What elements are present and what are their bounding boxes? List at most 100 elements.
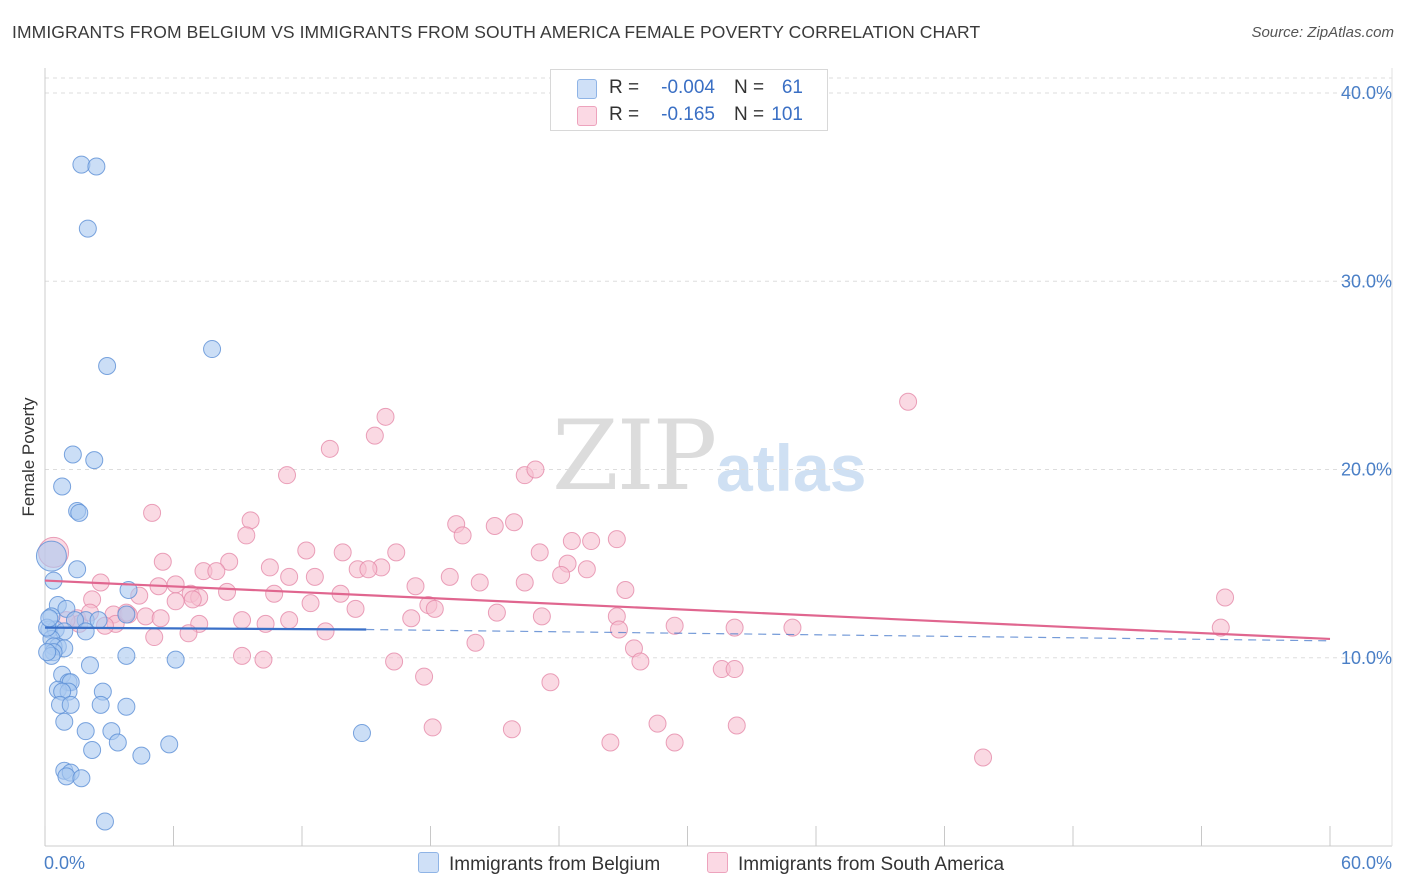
south-america-point — [406, 577, 425, 596]
south-america-point — [278, 466, 297, 485]
bottom-legend-belgium: Immigrants from Belgium — [418, 852, 660, 876]
source-credit: Source: ZipAtlas.com — [1251, 24, 1394, 41]
y-axis-label: Female Poverty — [19, 397, 38, 517]
south-america-point — [530, 543, 549, 562]
legend-swatch-belgium — [577, 79, 597, 99]
chart-title: IMMIGRANTS FROM BELGIUM VS IMMIGRANTS FR… — [12, 22, 981, 42]
south-america-point — [179, 624, 198, 643]
south-america-point — [260, 558, 279, 577]
belgium-point — [80, 656, 99, 675]
belgium-point — [352, 724, 371, 743]
legend-n-label: N = — [734, 104, 765, 125]
south-america-point — [453, 526, 472, 545]
south-america-point — [631, 652, 650, 671]
south-america-point — [183, 590, 202, 609]
belgium-point — [53, 477, 72, 496]
south-america-point — [505, 513, 524, 532]
south-america-point — [233, 611, 252, 630]
south-america-point — [415, 667, 434, 686]
south-america-point — [145, 628, 164, 647]
belgium-point — [78, 219, 97, 238]
legend-row-south-america: R = -0.165 N = 101 — [551, 102, 827, 128]
south-america-point — [305, 567, 324, 586]
south-america-point — [316, 622, 335, 641]
south-america-point — [166, 592, 185, 611]
south-america-point — [207, 562, 226, 581]
watermark-atlas: atlas — [716, 431, 867, 505]
bottom-legend-south-america: Immigrants from South America — [707, 852, 1004, 876]
belgium-point — [91, 695, 110, 714]
south-america-point — [562, 532, 581, 551]
south-america-point — [607, 530, 626, 549]
south-america-point — [218, 582, 237, 601]
south-america-point — [301, 594, 320, 613]
south-america-point — [220, 552, 239, 571]
south-america-point — [136, 607, 155, 626]
legend-swatch-south-america — [577, 106, 597, 126]
belgium-point — [61, 695, 80, 714]
belgium-point — [72, 155, 91, 174]
belgium-point — [98, 357, 117, 375]
belgium-point — [76, 722, 95, 741]
south-america-point — [425, 599, 444, 618]
south-america-point — [440, 567, 459, 586]
belgium-point — [108, 733, 127, 752]
y-tick-label: 40.0% — [1341, 83, 1392, 103]
south-america-point — [974, 748, 993, 767]
south-america-point — [423, 718, 442, 737]
legend-n-value-south-america: 101 — [771, 104, 803, 125]
south-america-point — [485, 517, 504, 535]
south-america-point — [648, 714, 667, 733]
belgium-point — [117, 697, 136, 716]
south-america-point — [515, 573, 534, 592]
south-america-point — [466, 633, 485, 652]
belgium-point — [95, 812, 114, 831]
south-america-point — [333, 543, 352, 562]
south-america-point — [297, 541, 316, 560]
south-america-point — [376, 407, 395, 426]
belgium-point — [160, 735, 179, 754]
belgium-point — [55, 712, 74, 731]
belgium-point — [72, 769, 91, 788]
legend-n-value-belgium: 61 — [781, 77, 803, 98]
belgium-point — [40, 609, 59, 628]
belgium-point — [38, 643, 57, 662]
belgium-point — [87, 157, 106, 176]
south-america-point — [151, 609, 170, 628]
south-america-point — [359, 560, 378, 579]
belgium-point — [117, 605, 136, 624]
belgium-point — [132, 746, 151, 765]
south-america-point — [402, 609, 421, 628]
south-america-point — [725, 618, 744, 637]
belgium-point — [68, 560, 87, 579]
x-tick-label: 60.0% — [1341, 853, 1392, 873]
legend-row-belgium: R = -0.004 N = 61 — [551, 75, 827, 101]
belgium-point — [63, 445, 82, 464]
south-america-point — [609, 620, 628, 639]
south-america-point — [365, 426, 384, 445]
south-america-point — [487, 603, 506, 622]
south-america-point — [541, 673, 560, 692]
south-america-point — [665, 733, 684, 752]
south-america-point — [153, 552, 172, 571]
south-america-point — [320, 439, 339, 458]
south-america-point — [280, 611, 299, 630]
belgium-point — [83, 741, 102, 759]
south-america-point — [526, 460, 545, 479]
south-america-point — [616, 581, 635, 599]
legend-r-label: R = — [609, 77, 640, 98]
south-america-point — [143, 503, 162, 522]
legend-r-value-belgium: -0.004 — [661, 77, 715, 98]
south-america-point — [470, 573, 489, 592]
belgium-point — [166, 650, 185, 669]
south-america-trend-line — [44, 579, 1331, 641]
south-america-point — [346, 599, 365, 618]
bottom-legend-swatch-belgium — [418, 852, 439, 873]
belgium-trend-line — [44, 626, 367, 631]
south-america-point — [241, 511, 260, 530]
south-america-point — [725, 660, 744, 679]
south-america-point — [233, 646, 252, 665]
legend-n-label: N = — [734, 77, 765, 98]
south-america-point — [166, 575, 185, 594]
south-america-point — [552, 565, 571, 584]
